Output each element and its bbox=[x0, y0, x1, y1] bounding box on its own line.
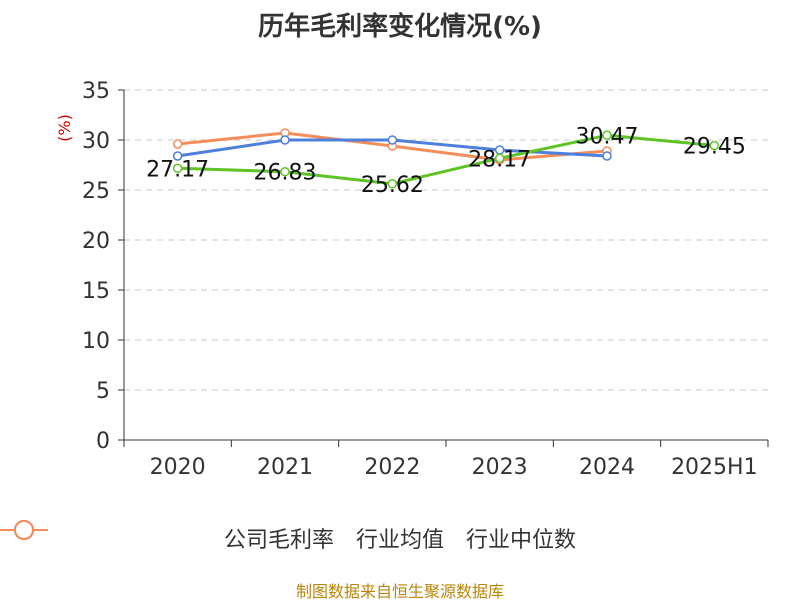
legend-label: 公司毛利率 bbox=[223, 528, 334, 553]
x-tick-label: 2020 bbox=[150, 455, 206, 480]
data-point bbox=[387, 179, 398, 189]
data-point bbox=[280, 166, 290, 177]
grid-lines bbox=[124, 89, 768, 391]
data-point bbox=[709, 140, 720, 151]
x-tick-labels: 2020 2021 2022 2023 2024 2025H1 bbox=[150, 455, 758, 480]
data-label: 26.83 bbox=[254, 161, 317, 186]
data-point bbox=[602, 130, 612, 141]
series-lines bbox=[172, 128, 720, 189]
axes bbox=[118, 89, 769, 447]
x-tick-label: 2023 bbox=[472, 455, 528, 480]
data-labels: 27.17 26.83 25.62 28.17 30.47 29.45 bbox=[146, 124, 746, 198]
y-axis-unit: (%) bbox=[55, 114, 74, 142]
data-point bbox=[172, 139, 183, 149]
data-point bbox=[387, 135, 398, 145]
legend-item[interactable]: 行业中位数 bbox=[0, 520, 577, 554]
data-point bbox=[602, 151, 612, 161]
data-label: 27.17 bbox=[146, 157, 209, 182]
y-tick-label: 10 bbox=[82, 329, 110, 354]
y-tick-label: 20 bbox=[82, 229, 110, 254]
legend: 公司毛利率 行业均值 行业中位数 bbox=[0, 518, 800, 558]
y-tick-label: 0 bbox=[96, 429, 110, 454]
data-label: 30.47 bbox=[576, 124, 639, 149]
y-tick-label: 15 bbox=[82, 279, 110, 304]
legend-swatch bbox=[0, 520, 48, 540]
x-tick-label: 2021 bbox=[257, 455, 313, 480]
data-point bbox=[172, 163, 183, 174]
y-tick-label: 5 bbox=[96, 379, 110, 404]
data-point bbox=[494, 153, 505, 164]
y-tick-labels: 0 5 10 15 20 25 30 35 bbox=[82, 79, 110, 454]
data-point bbox=[280, 135, 290, 145]
legend-label: 行业均值 bbox=[355, 528, 444, 553]
y-tick-label: 35 bbox=[82, 79, 110, 104]
x-tick-label: 2025H1 bbox=[671, 455, 758, 480]
data-label: 28.17 bbox=[468, 147, 531, 172]
source-note: 制图数据来自恒生聚源数据库 bbox=[295, 582, 504, 601]
data-label: 25.62 bbox=[361, 173, 424, 198]
x-tick-label: 2022 bbox=[364, 455, 420, 480]
y-tick-label: 30 bbox=[82, 129, 110, 154]
legend-item[interactable]: 行业均值 bbox=[0, 520, 444, 554]
legend-item[interactable]: 公司毛利率 bbox=[0, 520, 334, 554]
legend-label: 行业中位数 bbox=[466, 528, 577, 553]
data-point bbox=[172, 151, 183, 161]
y-tick-label: 25 bbox=[82, 179, 110, 204]
chart-title: 历年毛利率变化情况(%) bbox=[258, 12, 542, 42]
series-line bbox=[177, 133, 715, 186]
data-label: 29.45 bbox=[683, 135, 746, 160]
x-tick-label: 2024 bbox=[579, 455, 635, 480]
